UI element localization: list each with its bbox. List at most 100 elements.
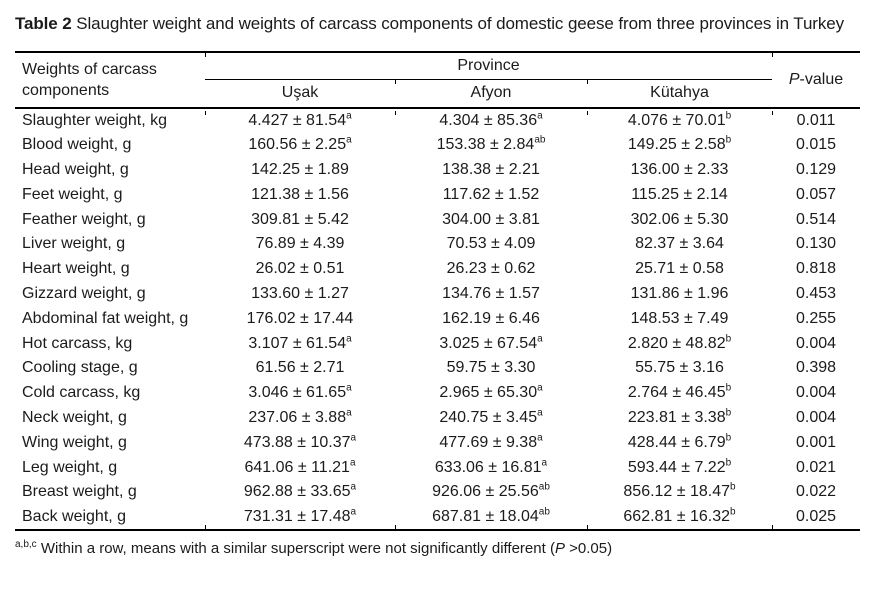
- value-cell-kutahya: 148.53 ± 7.49: [587, 306, 772, 331]
- value-cell-afyon: 633.06 ± 16.81a: [395, 455, 587, 480]
- value-text: 593.44 ± 7.22: [627, 458, 726, 476]
- row-label-cell: Cooling stage, g: [22, 359, 138, 377]
- table-row: Cooling stage, g 61.56 ± 2.71 59.75 ± 3.…: [15, 356, 860, 381]
- value-text: 117.62 ± 1.52: [442, 185, 540, 203]
- pvalue-cell: 0.025: [795, 507, 837, 525]
- rule-tick: [587, 80, 588, 84]
- value-text: 2.820 ± 48.82: [627, 334, 726, 352]
- row-label-cell: Breast weight, g: [22, 483, 137, 501]
- value-superscript: b: [725, 407, 732, 419]
- value-cell-kutahya: 131.86 ± 1.96: [587, 282, 772, 307]
- value-cell-afyon: 304.00 ± 3.81: [395, 207, 587, 232]
- pvalue-cell: 0.129: [795, 160, 837, 178]
- row-label-cell: Neck weight, g: [22, 408, 127, 426]
- row-label-cell: Head weight, g: [22, 160, 129, 178]
- value-superscript: a: [346, 134, 352, 146]
- column-header-afyon: Afyon: [395, 79, 587, 109]
- value-text: 731.31 ± 17.48: [243, 507, 351, 525]
- pvalue-cell: 0.398: [795, 359, 837, 377]
- value-text: 61.56 ± 2.71: [255, 359, 345, 377]
- pvalue-cell: 0.818: [795, 260, 837, 278]
- value-superscript: a: [350, 506, 357, 518]
- value-cell-afyon: 240.75 ± 3.45a: [395, 406, 587, 431]
- value-text: 26.02 ± 0.51: [255, 260, 345, 278]
- table-caption-text: Slaughter weight and weights of carcass …: [71, 14, 845, 33]
- pvalue-cell: 0.004: [795, 334, 837, 352]
- value-superscript: a: [350, 432, 357, 444]
- value-text: 148.53 ± 7.49: [630, 309, 729, 327]
- footnote-body: Within a row, means with a similar super…: [36, 539, 555, 557]
- rule-tick: [395, 524, 396, 529]
- pvalue-cell: 0.453: [795, 284, 837, 302]
- value-text: 25.71 ± 0.58: [635, 260, 724, 278]
- table-row: Hot carcass, kg 3.107 ± 61.54a 3.025 ± 6…: [15, 331, 860, 356]
- value-cell-afyon: 138.38 ± 2.21: [395, 158, 587, 183]
- value-superscript: b: [730, 506, 736, 518]
- rule-tick: [395, 111, 396, 115]
- table-row: Blood weight, g 160.56 ± 2.25a 153.38 ± …: [15, 133, 860, 158]
- value-text: 3.107 ± 61.54: [248, 334, 347, 352]
- row-label-cell: Slaughter weight, kg: [22, 111, 167, 129]
- value-cell-usak: 731.31 ± 17.48a: [205, 505, 395, 530]
- pvalue-cell: 0.001: [795, 433, 837, 451]
- value-superscript: a: [537, 382, 543, 394]
- value-text: 641.06 ± 11.21: [244, 458, 350, 476]
- value-cell-kutahya: 4.076 ± 70.01b: [587, 108, 772, 133]
- value-text: 153.38 ± 2.84: [436, 136, 535, 154]
- value-text: 240.75 ± 3.45: [439, 408, 538, 426]
- value-superscript: b: [725, 457, 732, 469]
- value-cell-kutahya: 25.71 ± 0.58: [587, 257, 772, 282]
- value-text: 223.81 ± 3.38: [627, 408, 726, 426]
- footnote-italic-p: P: [554, 539, 565, 557]
- value-cell-kutahya: 2.820 ± 48.82b: [587, 331, 772, 356]
- value-cell-kutahya: 302.06 ± 5.30: [587, 207, 772, 232]
- value-text: 162.19 ± 6.46: [442, 309, 540, 327]
- value-superscript: ab: [538, 482, 550, 494]
- value-text: 142.25 ± 1.89: [251, 160, 349, 178]
- value-cell-usak: 4.427 ± 81.54a: [205, 108, 395, 133]
- corner-header: Weights of carcass components: [15, 52, 205, 109]
- value-cell-usak: 76.89 ± 4.39: [205, 232, 395, 257]
- value-cell-afyon: 926.06 ± 25.56ab: [395, 480, 587, 505]
- value-text: 2.965 ± 65.30: [439, 384, 538, 402]
- table-footnote: a,b,c Within a row, means with a similar…: [15, 539, 860, 559]
- value-cell-usak: 309.81 ± 5.42: [205, 207, 395, 232]
- value-text: 138.38 ± 2.21: [442, 160, 540, 178]
- value-text: 3.025 ± 67.54: [439, 334, 538, 352]
- value-cell-usak: 133.60 ± 1.27: [205, 282, 395, 307]
- value-text: 477.69 ± 9.38: [439, 433, 538, 451]
- table-row: Neck weight, g 237.06 ± 3.88a 240.75 ± 3…: [15, 406, 860, 431]
- value-cell-usak: 3.107 ± 61.54a: [205, 331, 395, 356]
- value-superscript: a: [350, 482, 357, 494]
- value-cell-kutahya: 593.44 ± 7.22b: [587, 455, 772, 480]
- rule-tick: [772, 111, 773, 115]
- value-text: 134.76 ± 1.57: [442, 284, 540, 302]
- row-label-cell: Leg weight, g: [22, 458, 118, 476]
- value-text: 82.37 ± 3.64: [635, 235, 724, 253]
- value-cell-afyon: 162.19 ± 6.46: [395, 306, 587, 331]
- column-header-kutahya: Kütahya: [587, 79, 772, 109]
- group-header-province: Province: [205, 52, 772, 80]
- value-text: 856.12 ± 18.47: [623, 483, 731, 501]
- value-cell-usak: 160.56 ± 2.25a: [205, 133, 395, 158]
- table-row: Wing weight, g 473.88 ± 10.37a 477.69 ± …: [15, 430, 860, 455]
- row-label-cell: Wing weight, g: [22, 433, 127, 451]
- value-text: 133.60 ± 1.27: [251, 284, 349, 302]
- value-cell-kutahya: 2.764 ± 46.45b: [587, 381, 772, 406]
- value-text: 55.75 ± 3.16: [635, 359, 724, 377]
- value-text: 309.81 ± 5.42: [251, 210, 349, 228]
- table-row: Abdominal fat weight, g 176.02 ± 17.44 1…: [15, 306, 860, 331]
- table-row: Head weight, g 142.25 ± 1.89 138.38 ± 2.…: [15, 158, 860, 183]
- value-cell-afyon: 59.75 ± 3.30: [395, 356, 587, 381]
- rule-tick: [395, 80, 396, 84]
- row-label-cell: Hot carcass, kg: [22, 334, 133, 352]
- table-container: Weights of carcass components Province P…: [15, 51, 860, 531]
- table-row: Gizzard weight, g 133.60 ± 1.27 134.76 ±…: [15, 282, 860, 307]
- value-cell-afyon: 134.76 ± 1.57: [395, 282, 587, 307]
- value-cell-kutahya: 136.00 ± 2.33: [587, 158, 772, 183]
- value-cell-afyon: 117.62 ± 1.52: [395, 182, 587, 207]
- value-cell-kutahya: 856.12 ± 18.47b: [587, 480, 772, 505]
- value-text: 237.06 ± 3.88: [248, 408, 347, 426]
- row-label-cell: Abdominal fat weight, g: [22, 309, 189, 327]
